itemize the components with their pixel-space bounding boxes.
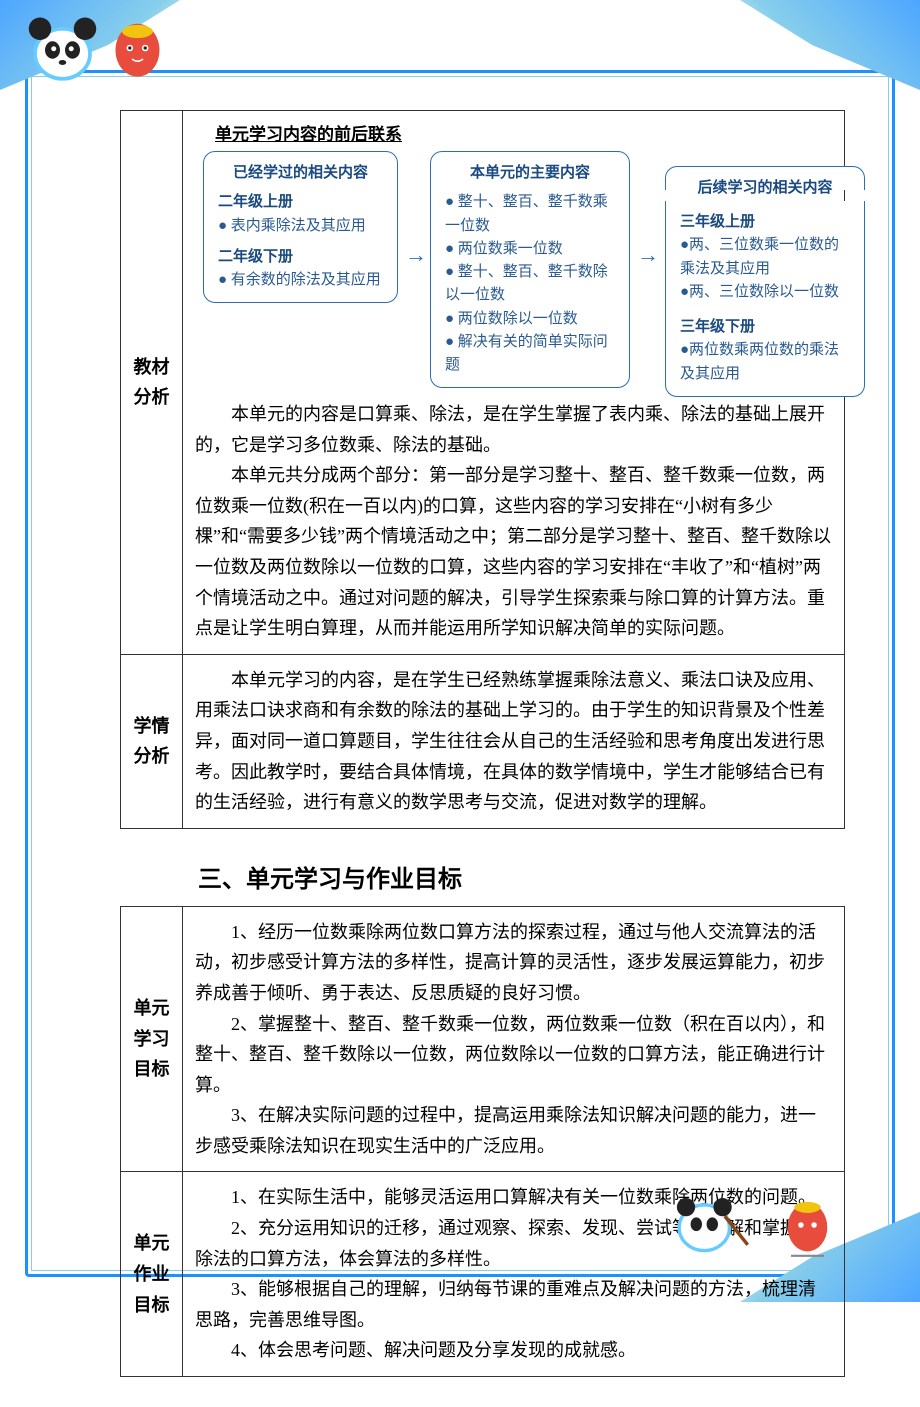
diagram-box-prior: 已经学过的相关内容 二年级上册 ● 表内乘除法及其应用 二年级下册 ● 有余数的… xyxy=(203,151,398,303)
goals-table: 单元 学习 目标 1、经历一位数乘除两位数口算方法的探索过程，通过与他人交流算法… xyxy=(120,906,845,1377)
learn-goal-1: 1、经历一位数乘除两位数口算方法的探索过程，通过与他人交流算法的活动，初步感受计… xyxy=(195,917,832,1009)
cell-xueqing-content: 本单元学习的内容，是在学生已经熟练掌握乘除法意义、乘法口诀及应用、用乘法口诀求商… xyxy=(183,654,845,828)
label-unit-learn-goal: 单元 学习 目标 xyxy=(121,906,183,1172)
jiaocai-para-1: 本单元的内容是口算乘、除法，是在学生掌握了表内乘、除法的基础上展开的，它是学习多… xyxy=(195,399,832,460)
hw-goal-4: 4、体会思考问题、解决问题及分享发现的成就感。 xyxy=(195,1335,832,1366)
section-3-heading: 三、单元学习与作业目标 xyxy=(198,859,845,894)
jiaocai-para-2: 本单元共分成两个部分：第一部分是学习整十、整百、整千数乘一位数，两位数乘一位数(… xyxy=(195,460,832,644)
panda-mascot-hockey-icon xyxy=(670,1182,750,1262)
xueqing-para: 本单元学习的内容，是在学生已经熟练掌握乘除法意义、乘法口诀及应用、用乘法口诀求商… xyxy=(195,665,832,818)
relation-diagram: 单元学习内容的前后联系 已经学过的相关内容 二年级上册 ● 表内乘除法及其应用 … xyxy=(195,121,832,381)
diagram-title: 单元学习内容的前后联系 xyxy=(215,121,832,150)
label-jiaocai-fenxi: 教材 分析 xyxy=(121,111,183,655)
cell-jiaocai-content: 单元学习内容的前后联系 已经学过的相关内容 二年级上册 ● 表内乘除法及其应用 … xyxy=(183,111,845,655)
diagram-box-current: 本单元的主要内容 ● 整十、整百、整千数乘一位数 ● 两位数乘一位数 ● 整十、… xyxy=(430,151,630,388)
hw-goal-3: 3、能够根据自己的理解，归纳每节课的重难点及解决问题的方法，梳理清思路，完善思维… xyxy=(195,1274,832,1335)
cell-learn-goals: 1、经历一位数乘除两位数口算方法的探索过程，通过与他人交流算法的活动，初步感受计… xyxy=(183,906,845,1172)
diagram-box-next-2: 三年级下册 ●两位数乘两位数的乘法及其应用 xyxy=(665,306,865,397)
panda-mascot-icon xyxy=(25,10,100,85)
learn-goal-3: 3、在解决实际问题的过程中，提高运用乘除法知识解决问题的能力，进一步感受乘除法知… xyxy=(195,1100,832,1161)
diagram-box-next-title: 后续学习的相关内容 xyxy=(665,166,865,190)
analysis-table-1: 教材 分析 单元学习内容的前后联系 已经学过的相关内容 二年级上册 ● 表内乘除… xyxy=(120,110,845,829)
learn-goal-2: 2、掌握整十、整百、整千数乘一位数，两位数乘一位数（积在百以内），和整十、整百、… xyxy=(195,1009,832,1101)
arrow-icon: → xyxy=(405,236,427,273)
lantern-mascot-skate-icon xyxy=(780,1192,835,1262)
label-unit-homework-goal: 单元 作业 目标 xyxy=(121,1172,183,1377)
lantern-mascot-icon xyxy=(110,15,165,83)
label-xueqing-fenxi: 学情 分析 xyxy=(121,654,183,828)
arrow-icon: → xyxy=(637,236,659,273)
